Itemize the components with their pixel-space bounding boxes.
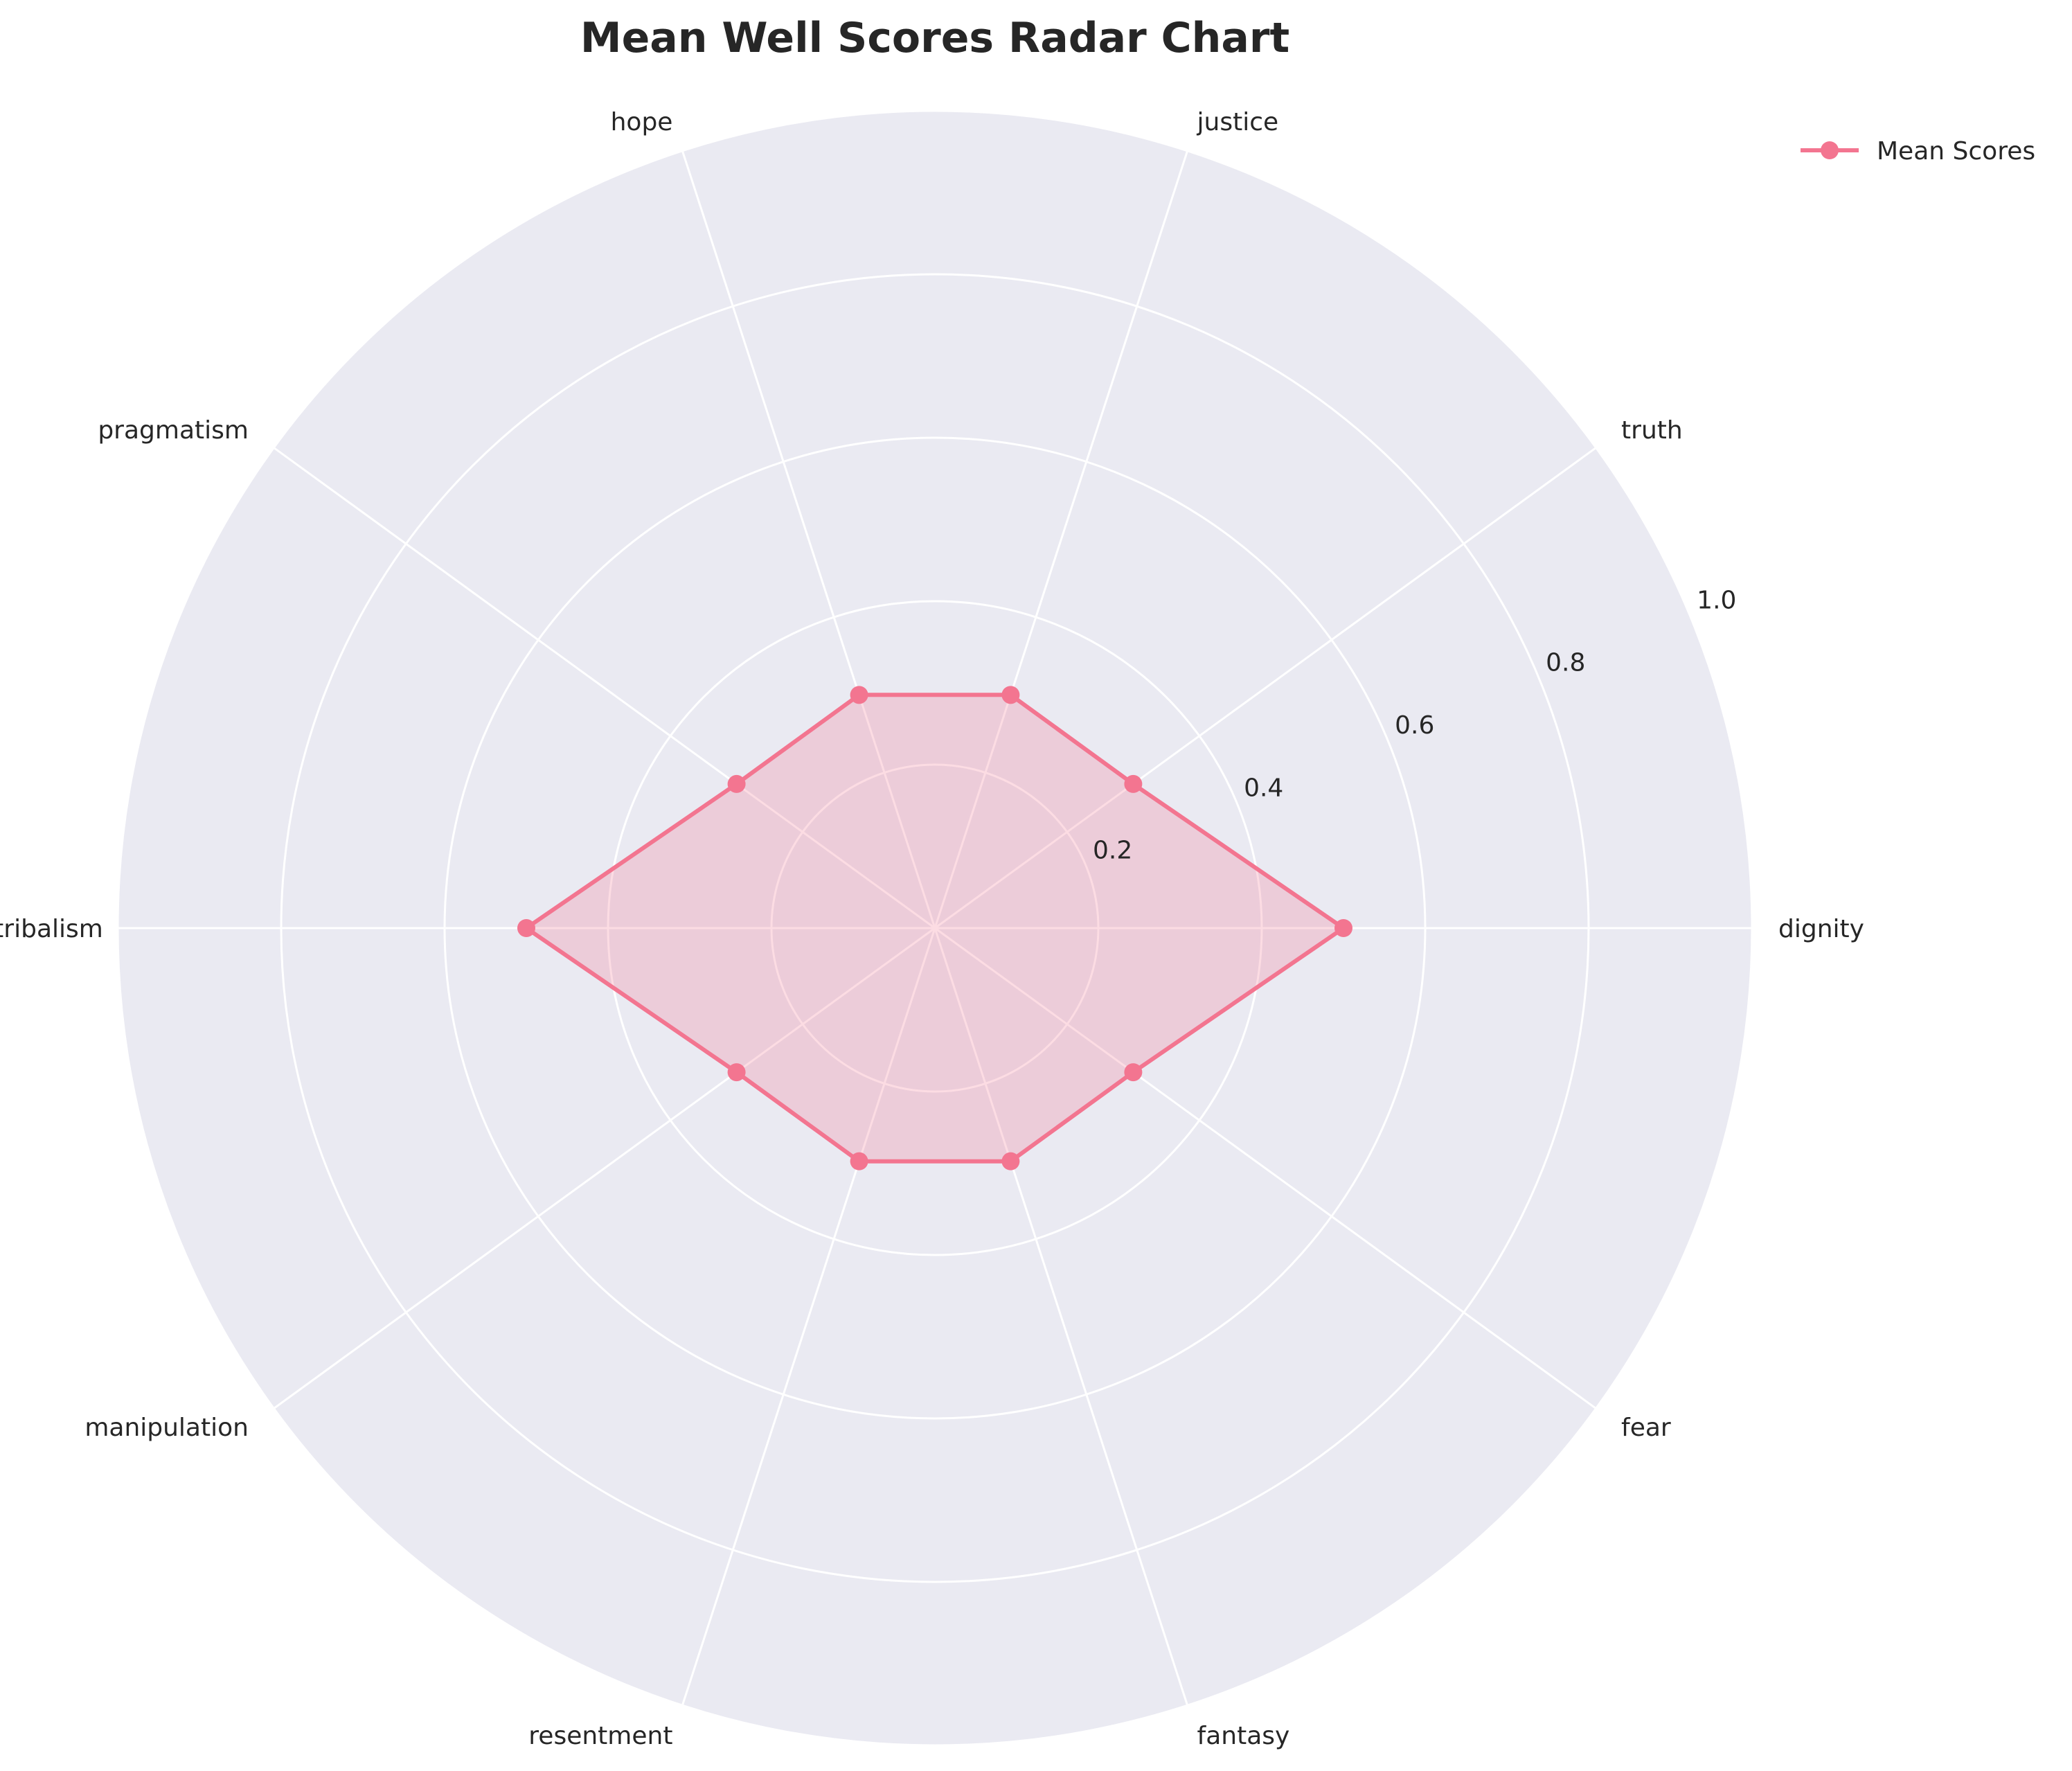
grid-spoke-6 (273, 927, 936, 1409)
radial-tick-label: 1.0 (1697, 586, 1736, 614)
chart-title: Mean Well Scores Radar Chart (580, 14, 1289, 62)
grid-spoke-7 (681, 927, 936, 1706)
grid-spoke-3 (681, 150, 936, 929)
grid-spoke-8 (934, 927, 1189, 1706)
radial-tick-labels: 0.2 0.4 0.6 0.8 1.0 (1093, 586, 1736, 864)
radial-tick-label: 0.6 (1395, 711, 1434, 740)
data-point-tribalism (517, 919, 535, 937)
data-point-dignity (1334, 919, 1352, 937)
legend-marker (1821, 141, 1839, 159)
legend: Mean Scores (1801, 137, 2035, 166)
grid-spoke-4 (273, 447, 936, 929)
data-point-hope (850, 686, 868, 704)
category-label-truth: truth (1621, 416, 1683, 445)
data-point-fear (1124, 1063, 1143, 1082)
radial-tick-label: 0.4 (1244, 774, 1283, 802)
category-label-tribalism: tribalism (0, 915, 103, 943)
category-label-fear: fear (1621, 1414, 1671, 1442)
category-label-fantasy: fantasy (1197, 1722, 1290, 1750)
data-point-resentment (850, 1152, 868, 1171)
category-label-dignity: dignity (1778, 915, 1864, 943)
radial-tick-label: 0.2 (1093, 837, 1132, 865)
series-layer (517, 686, 1352, 1171)
data-point-truth (1124, 774, 1143, 793)
category-label-hope: hope (611, 108, 673, 136)
category-label-pragmatism: pragmatism (98, 416, 249, 445)
data-point-fantasy (1001, 1152, 1020, 1171)
legend-label: Mean Scores (1877, 137, 2035, 166)
series-fill-area (526, 695, 1343, 1162)
data-point-pragmatism (727, 774, 746, 793)
radial-tick-label: 0.8 (1546, 649, 1585, 677)
category-labels: dignity truth justice hope pragmatism tribali… (0, 108, 1864, 1750)
grid-spoke-1 (934, 447, 1597, 929)
category-label-resentment: resentment (528, 1722, 672, 1750)
data-point-manipulation (727, 1063, 746, 1082)
grid-spoke-9 (934, 927, 1597, 1409)
data-point-justice (1001, 686, 1020, 704)
grid-spoke-2 (934, 150, 1189, 929)
category-label-justice: justice (1197, 108, 1279, 136)
category-label-manipulation: manipulation (84, 1414, 249, 1442)
